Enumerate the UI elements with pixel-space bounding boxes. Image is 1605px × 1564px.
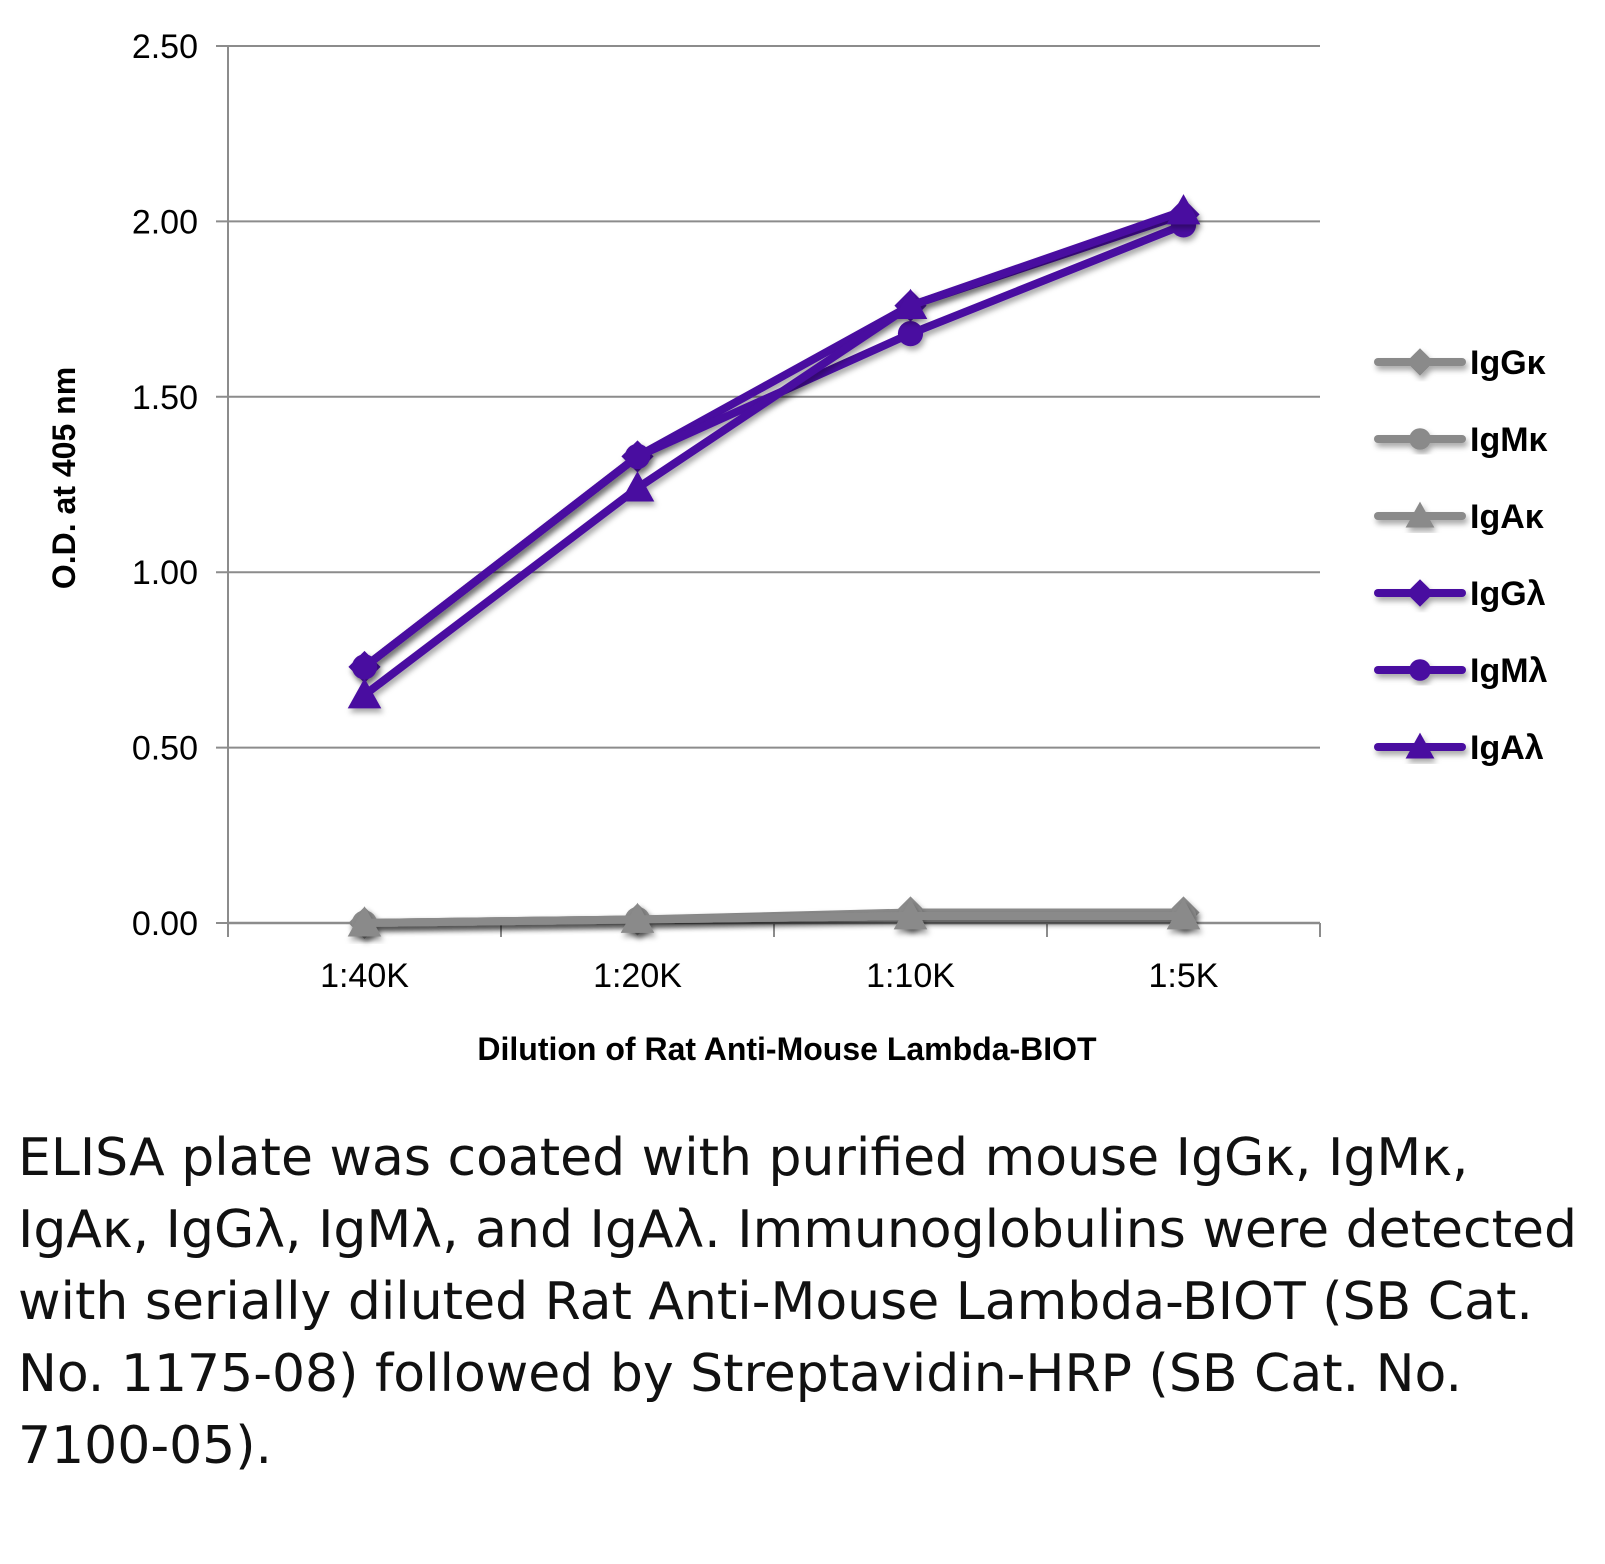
- data-point-marker: [620, 902, 655, 933]
- data-point-marker: [897, 321, 924, 347]
- legend-entry: [1374, 501, 1466, 528]
- axes: 0.00 0.50 1.00 1.50 2.00 2.50 1:40K 1:20K 1:10K 1…: [132, 28, 1321, 995]
- data-point-marker: [1166, 194, 1201, 225]
- legend-entry: [1374, 579, 1466, 607]
- y-tick-label: 1.00: [132, 554, 198, 592]
- data-point-marker: [893, 288, 928, 320]
- x-tick-label: 1:40K: [320, 957, 409, 995]
- data-point-marker: [620, 471, 655, 502]
- series-line: [360, 206, 1188, 699]
- legend-marker-triangle-icon: [1405, 501, 1435, 528]
- series-2: [347, 899, 1201, 937]
- y-axis-title: O.D. at 405 nm: [46, 367, 82, 589]
- x-tick-label: 1:5K: [1149, 957, 1219, 995]
- y-tick-label: 1.50: [132, 379, 198, 417]
- legend-entry: [1374, 348, 1466, 376]
- data-point-marker: [624, 443, 651, 470]
- legend: IgGκ IgMκ IgAκ IgGλ IgMλ IgAλ: [1374, 344, 1548, 767]
- y-tick-label: 2.50: [132, 28, 198, 66]
- data-point-marker: [347, 678, 382, 709]
- legend-marker-circle-icon: [1409, 659, 1431, 681]
- legend-marker-diamond-icon: [1406, 348, 1434, 376]
- legend-marker-diamond-icon: [1406, 579, 1434, 607]
- y-tick-label: 0.50: [132, 730, 198, 768]
- legend-label: IgAκ: [1470, 498, 1544, 536]
- x-tick-label: 1:10K: [866, 957, 955, 995]
- series-line: [360, 911, 1188, 927]
- legend-marker-circle-icon: [1409, 428, 1431, 450]
- x-tick-label: 1:20K: [593, 957, 682, 995]
- y-tick-label: 0.00: [132, 905, 198, 943]
- data-point-marker: [893, 899, 928, 930]
- legend-label: IgMκ: [1470, 421, 1548, 459]
- data-point-marker: [1166, 899, 1201, 930]
- series-5: [347, 194, 1201, 709]
- legend-entry: [1374, 659, 1466, 681]
- data-point-marker: [351, 654, 378, 680]
- legend-entry: [1374, 732, 1466, 759]
- elisa-line-chart: 0.00 0.50 1.00 1.50 2.00 2.50 1:40K 1:20K 1:10K 1…: [46, 28, 1548, 1067]
- legend-label: IgGλ: [1470, 575, 1546, 613]
- legend-label: IgAλ: [1470, 729, 1544, 767]
- data-point-marker: [347, 906, 382, 937]
- figure-caption: ELISA plate was coated with purified mou…: [18, 1128, 1577, 1476]
- legend-entry: [1374, 428, 1466, 450]
- gridlines: [216, 45, 1320, 924]
- legend-label: IgGκ: [1470, 344, 1546, 382]
- legend-marker-triangle-icon: [1405, 732, 1435, 759]
- series-lines: [347, 194, 1201, 940]
- x-axis-title: Dilution of Rat Anti-Mouse Lambda-BIOT: [477, 1031, 1097, 1067]
- legend-label: IgMλ: [1470, 652, 1548, 690]
- y-tick-label: 2.00: [132, 203, 198, 241]
